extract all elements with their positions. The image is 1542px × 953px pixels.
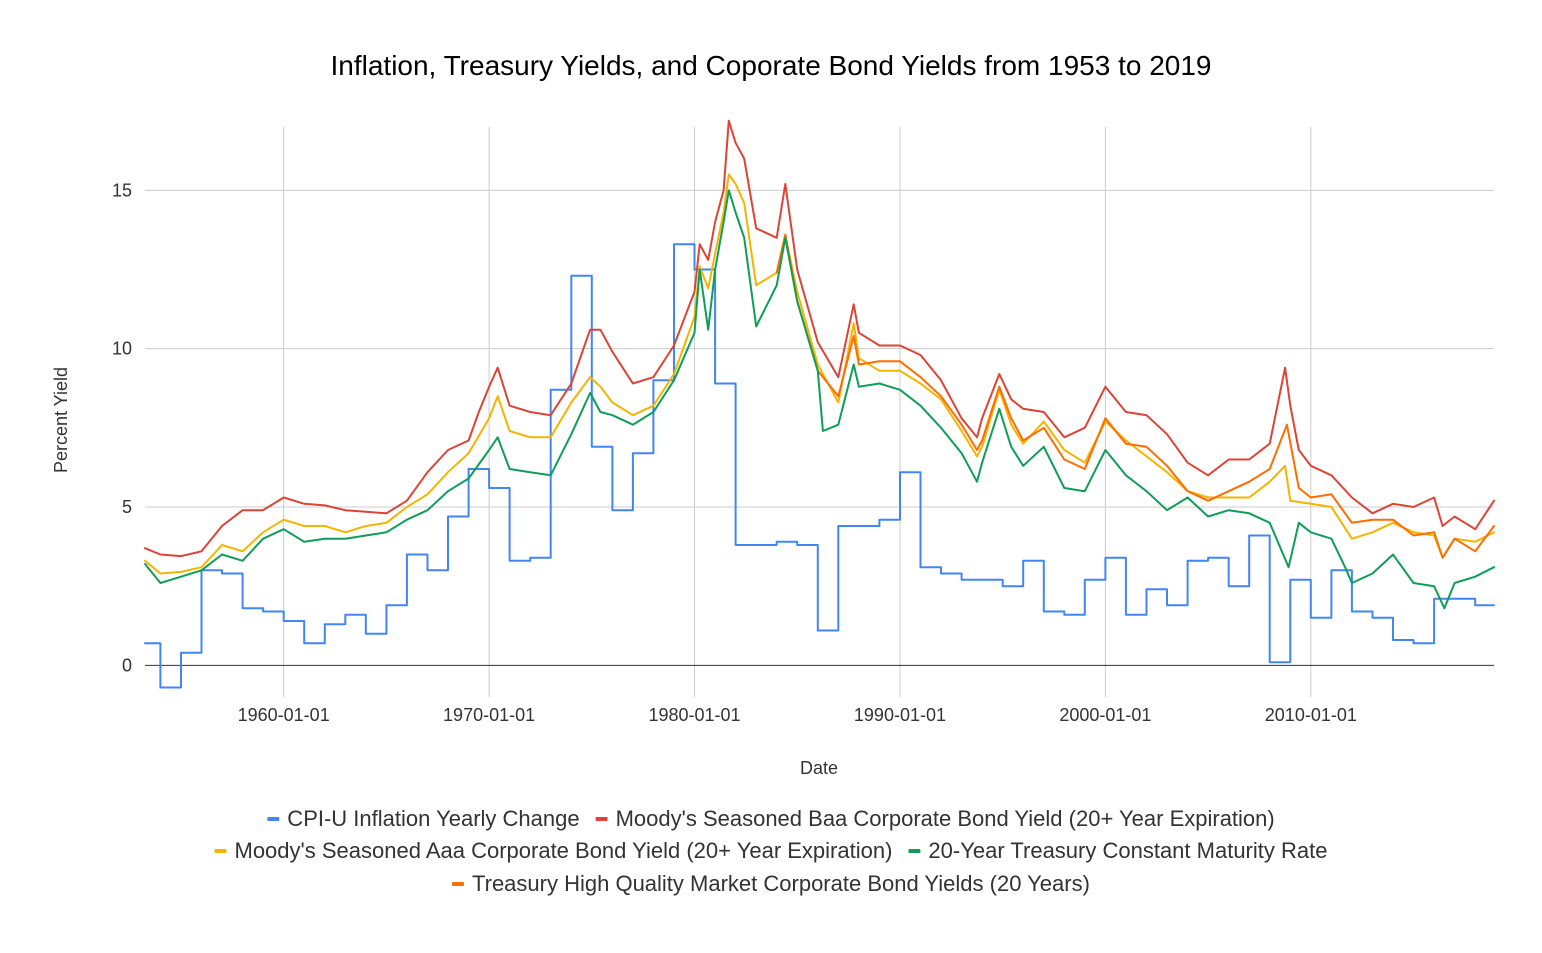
x-tick-label: 1960-01-01 [238, 705, 330, 725]
gridlines [145, 127, 1494, 697]
legend-label: Treasury High Quality Market Corporate B… [472, 871, 1090, 896]
legend-swatch [908, 849, 921, 853]
legend-swatch [214, 849, 227, 853]
y-tick-label: 10 [112, 339, 132, 359]
y-axis-label: Percent Yield [51, 367, 71, 473]
tick-labels: 1960-01-01 1970-01-01 1980-01-01 1990-01-01… [112, 180, 1357, 725]
legend: CPI-U Inflation Yearly Change Moody's Sea… [214, 806, 1327, 896]
y-tick-label: 0 [122, 655, 132, 675]
legend-label: 20-Year Treasury Constant Maturity Rate [928, 838, 1327, 863]
x-tick-label: 2000-01-01 [1059, 705, 1151, 725]
legend-row: CPI-U Inflation Yearly Change Moody's Sea… [267, 806, 1275, 831]
legend-swatch [267, 817, 280, 821]
x-tick-label: 1970-01-01 [443, 705, 535, 725]
legend-label: Moody's Seasoned Baa Corporate Bond Yiel… [616, 806, 1275, 831]
chart-title: Inflation, Treasury Yields, and Coporate… [330, 50, 1211, 81]
legend-swatch [595, 817, 608, 821]
x-tick-label: 1990-01-01 [854, 705, 946, 725]
legend-label: Moody's Seasoned Aaa Corporate Bond Yiel… [235, 838, 893, 863]
y-tick-label: 5 [122, 497, 132, 517]
series-line-1 [144, 243, 1495, 689]
y-tick-label: 15 [112, 180, 132, 200]
x-tick-label: 2010-01-01 [1265, 705, 1357, 725]
legend-label: CPI-U Inflation Yearly Change [287, 806, 579, 831]
series-line-4 [144, 189, 1495, 610]
series-line-5 [775, 233, 1495, 559]
series-lines [144, 119, 1495, 689]
legend-row: Moody's Seasoned Aaa Corporate Bond Yiel… [214, 838, 1327, 863]
series-line-2 [144, 119, 1495, 558]
legend-row: Treasury High Quality Market Corporate B… [452, 871, 1090, 896]
legend-swatch [452, 882, 464, 886]
x-axis-label: Date [800, 758, 838, 778]
x-tick-label: 1980-01-01 [648, 705, 740, 725]
